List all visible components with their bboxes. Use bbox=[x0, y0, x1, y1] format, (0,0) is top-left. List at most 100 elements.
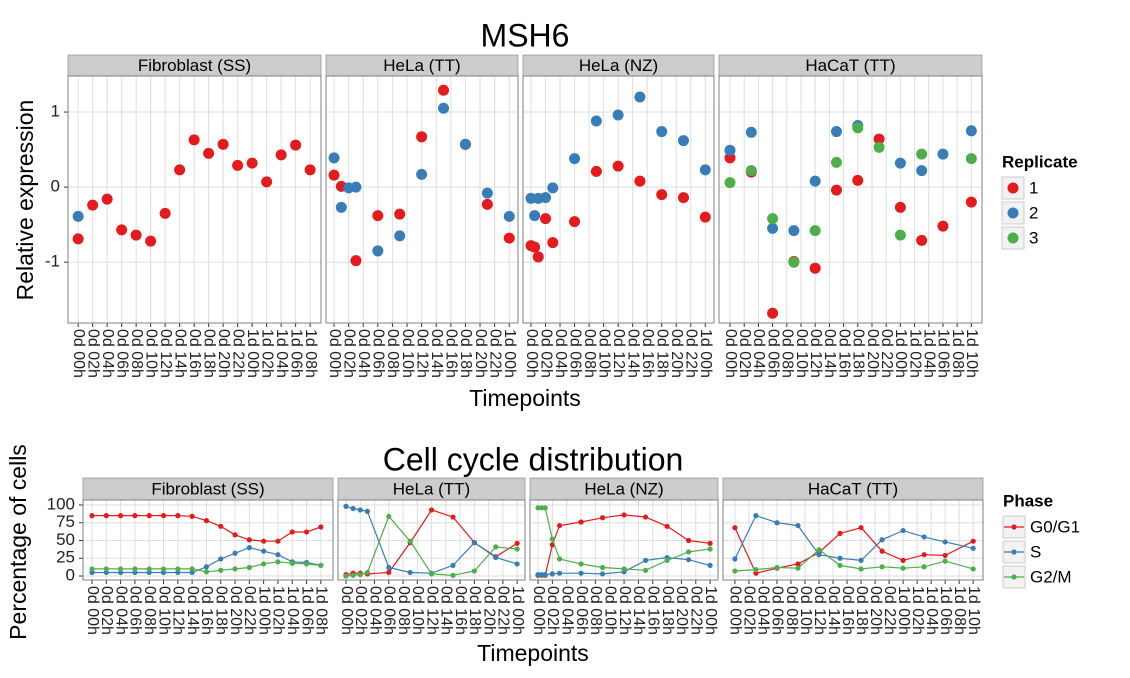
line-point bbox=[514, 546, 520, 552]
scatter-point bbox=[656, 126, 668, 138]
scatter-point bbox=[965, 153, 977, 165]
line-point bbox=[642, 567, 649, 573]
line-point bbox=[599, 564, 606, 571]
scatter-point bbox=[677, 135, 689, 147]
x-tick-label: 1d 00h bbox=[702, 586, 719, 635]
line-point bbox=[232, 566, 238, 572]
x-tick-label: 0d 02h bbox=[352, 586, 369, 635]
x-tick-label: 0d 02h bbox=[736, 329, 753, 378]
line-point bbox=[664, 523, 670, 529]
strip-label: HaCaT (TT) bbox=[805, 56, 895, 75]
line-point bbox=[350, 505, 356, 512]
x-tick-label: 0d 14h bbox=[428, 329, 445, 378]
x-tick-label: 1d 02h bbox=[258, 329, 275, 378]
x-tick-label: 0d 10h bbox=[399, 329, 416, 378]
line-point bbox=[146, 569, 152, 576]
x-tick-label: 0d 16h bbox=[639, 329, 656, 378]
scatter-point bbox=[87, 199, 99, 211]
line-point bbox=[160, 513, 167, 519]
scatter-point bbox=[767, 213, 779, 225]
y-axis-title: Relative expression bbox=[12, 100, 38, 301]
x-tick-label: 0d 14h bbox=[630, 586, 647, 635]
x-tick-label: 0d 18h bbox=[200, 329, 217, 378]
x-tick-label: 0d 22h bbox=[878, 329, 895, 378]
scatter-point bbox=[350, 181, 362, 193]
line-point bbox=[921, 564, 927, 570]
x-tick-label: 1d 00h bbox=[895, 586, 912, 635]
x-tick-label: 0d 02h bbox=[741, 586, 758, 635]
line-point bbox=[357, 507, 363, 513]
line-point bbox=[970, 566, 976, 572]
scatter-point bbox=[290, 139, 302, 151]
line-point bbox=[535, 572, 541, 578]
legend-label: G0/G1 bbox=[1030, 517, 1080, 536]
scatter-point bbox=[590, 115, 602, 127]
legend-swatch bbox=[1011, 524, 1017, 530]
line-point bbox=[664, 557, 670, 563]
scatter-point bbox=[916, 148, 928, 160]
x-tick-label: 0d 08h bbox=[581, 329, 598, 378]
scatter-point bbox=[852, 122, 864, 134]
series-line bbox=[734, 548, 974, 572]
line-point bbox=[118, 569, 124, 576]
scatter-point bbox=[830, 184, 842, 196]
x-tick-label: 0d 02h bbox=[340, 329, 357, 378]
x-tick-label: 0d 12h bbox=[610, 329, 627, 378]
line-point bbox=[261, 538, 267, 544]
x-tick-label: 0d 16h bbox=[443, 329, 460, 378]
x-tick-label: 0d 10h bbox=[409, 586, 426, 635]
y-tick-label: 0 bbox=[51, 177, 60, 196]
line-point bbox=[970, 545, 976, 551]
line-point bbox=[539, 505, 545, 511]
scatter-point bbox=[130, 229, 142, 241]
line-point bbox=[350, 572, 356, 578]
x-tick-label: 1d 00h bbox=[501, 329, 518, 378]
x-tick-label: 0d 00h bbox=[84, 586, 101, 635]
x-tick-label: 0d 10h bbox=[142, 329, 159, 378]
line-point bbox=[203, 564, 210, 570]
scatter-point bbox=[217, 138, 229, 150]
scatter-point bbox=[965, 196, 977, 208]
y-tick-label: 75 bbox=[56, 512, 75, 531]
line-point bbox=[261, 548, 267, 554]
line-point bbox=[837, 530, 843, 536]
line-point bbox=[858, 557, 864, 563]
scatter-point bbox=[335, 201, 347, 213]
scatter-point bbox=[612, 109, 624, 121]
x-tick-label: 0d 04h bbox=[112, 586, 129, 635]
line-point bbox=[514, 561, 520, 567]
scatter-point bbox=[203, 147, 215, 159]
x-tick-label: 1d 00h bbox=[892, 329, 909, 378]
x-tick-label: 0d 04h bbox=[558, 586, 575, 635]
line-point bbox=[900, 557, 906, 563]
x-tick-label: 1d 08h bbox=[949, 329, 966, 378]
legend-title: Replicate bbox=[1002, 152, 1078, 171]
scatter-point bbox=[937, 148, 949, 160]
x-tick-label: 0d 18h bbox=[457, 329, 474, 378]
x-tick-label: 1d 02h bbox=[270, 586, 287, 635]
y-tick-label: 100 bbox=[47, 494, 75, 513]
x-tick-label: 1d 04h bbox=[923, 586, 940, 635]
scatter-point bbox=[481, 198, 493, 210]
x-tick-label: 0d 20h bbox=[668, 329, 685, 378]
scatter-point bbox=[724, 144, 736, 156]
scatter-point bbox=[438, 84, 450, 96]
line-point bbox=[275, 538, 281, 544]
line-point bbox=[428, 507, 435, 513]
line-point bbox=[189, 566, 195, 572]
x-tick-label: 0d 02h bbox=[537, 329, 554, 378]
line-point bbox=[407, 538, 413, 544]
x-tick-label: 0d 12h bbox=[616, 586, 633, 635]
y-tick-label: 25 bbox=[56, 548, 75, 567]
line-point bbox=[578, 561, 584, 567]
scatter-point bbox=[246, 157, 258, 169]
x-tick-label: 0d 10h bbox=[601, 586, 618, 635]
x-tick-label: 0d 08h bbox=[779, 329, 796, 378]
line-point bbox=[146, 513, 152, 519]
line-point bbox=[879, 564, 885, 570]
x-tick-label: 0d 04h bbox=[750, 329, 767, 378]
scatter-point bbox=[916, 234, 928, 246]
strip-label: HeLa (TT) bbox=[393, 479, 470, 498]
line-point bbox=[795, 565, 801, 571]
line-point bbox=[103, 566, 109, 572]
